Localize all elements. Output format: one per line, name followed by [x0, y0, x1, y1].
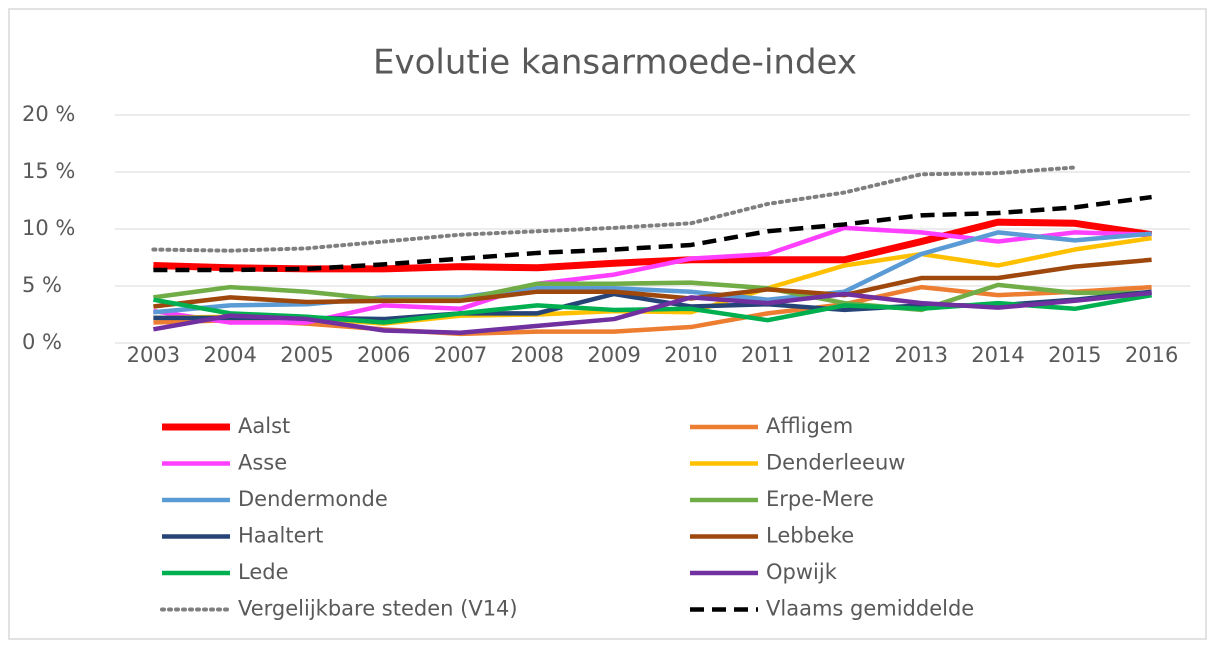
y-tick-label: 10 %	[22, 216, 75, 240]
series-line	[153, 194, 1152, 273]
legend-label: Vergelijkbare steden (V14)	[238, 597, 518, 621]
legend-label: Opwijk	[766, 560, 838, 584]
x-tick-label: 2008	[511, 343, 564, 367]
x-tick-label: 2005	[280, 343, 333, 367]
series-line	[153, 257, 1152, 309]
x-tick-label: 2004	[203, 343, 256, 367]
chart-title: Evolutie kansarmoede-index	[373, 43, 857, 83]
series-line	[153, 284, 1152, 337]
x-tick-label: 2010	[664, 343, 717, 367]
legend-label: Asse	[238, 451, 287, 475]
y-tick-label: 15 %	[22, 159, 75, 183]
x-tick-label: 2009	[587, 343, 640, 367]
chart-border	[8, 8, 1207, 640]
y-tick-label: 5 %	[22, 273, 62, 297]
legend-label: Aalst	[238, 414, 290, 438]
x-tick-label: 2003	[127, 343, 180, 367]
x-tick-label: 2011	[741, 343, 794, 367]
series-line	[152, 290, 1152, 335]
legend-label: Vlaams gemiddelde	[766, 597, 974, 621]
legend-label: Lede	[238, 560, 289, 584]
series-line	[153, 280, 1152, 313]
x-tick-label: 2014	[971, 343, 1024, 367]
x-tick-label: 2012	[818, 343, 871, 367]
y-tick-label: 0 %	[22, 330, 62, 354]
legend-label: Affligem	[766, 414, 853, 438]
x-tick-label: 2006	[357, 343, 410, 367]
x-tick-label: 2016	[1125, 343, 1178, 367]
legend-label: Dendermonde	[238, 487, 388, 511]
legend-label: Erpe-Mere	[766, 487, 874, 511]
y-tick-label: 20 %	[22, 102, 75, 126]
series-line	[151, 165, 1077, 253]
legend-label: Lebbeke	[766, 524, 854, 548]
x-tick-label: 2013	[895, 343, 948, 367]
x-tick-label: 2015	[1048, 343, 1101, 367]
legend-label: Haaltert	[238, 524, 323, 548]
x-tick-label: 2007	[434, 343, 487, 367]
legend-label: Denderleeuw	[766, 451, 905, 475]
